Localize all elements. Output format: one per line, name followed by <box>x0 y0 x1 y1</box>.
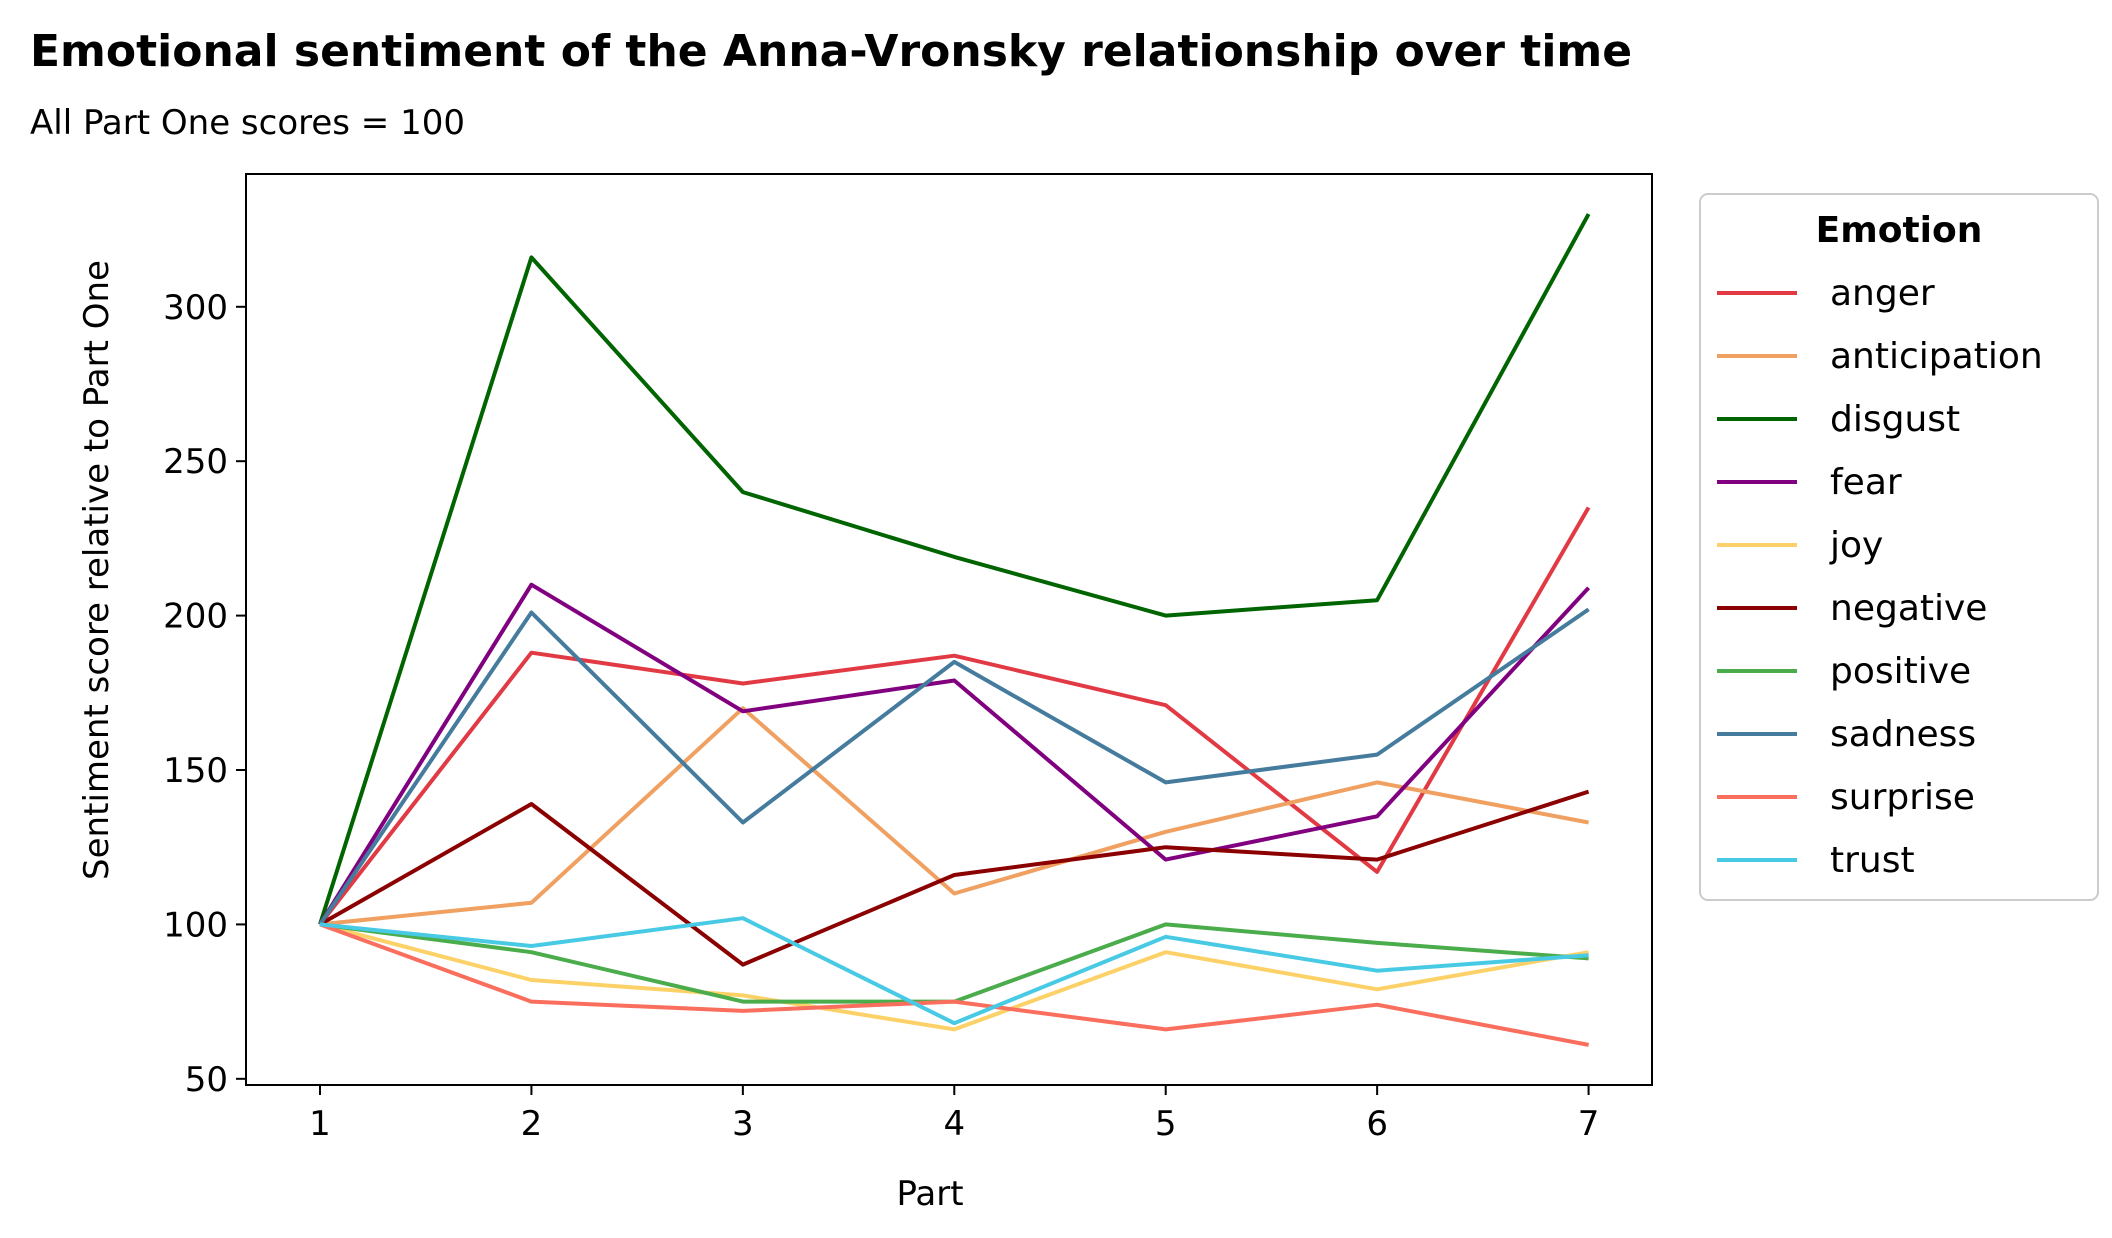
series-line-trust <box>319 916 1589 1026</box>
series-line-disgust <box>318 213 1591 926</box>
y-tick-label: 250 <box>163 442 228 482</box>
legend-label-disgust: disgust <box>1830 399 1960 440</box>
series-line-fear <box>318 582 1591 926</box>
legend-label-negative: negative <box>1830 588 1987 629</box>
legend-items: anger anticipation disgust fear joy negative p… <box>1717 273 2043 881</box>
y-tick-label: 300 <box>163 288 228 328</box>
x-axis-label: Part <box>896 1174 963 1214</box>
series-line-surprise <box>319 922 1589 1047</box>
chart-title: Emotional sentiment of the Anna-Vronsky … <box>30 26 1632 77</box>
legend: Emotion anger anticipation disgust fear joy n… <box>1699 193 2099 901</box>
legend-label-trust: trust <box>1830 840 1915 881</box>
legend-label-surprise: surprise <box>1830 777 1975 818</box>
x-tick-label: 2 <box>521 1104 543 1144</box>
series-line-negative <box>319 789 1590 967</box>
y-tick-label: 100 <box>163 905 228 945</box>
legend-label-joy: joy <box>1829 525 1883 566</box>
x-tick-label: 3 <box>732 1104 754 1144</box>
y-tick-label: 200 <box>163 597 228 637</box>
series-line-joy <box>319 922 1589 1032</box>
legend-label-anger: anger <box>1830 273 1935 314</box>
y-axis: 50 100 150 200 250 300 <box>163 288 246 1100</box>
series-line-sadness <box>318 607 1590 926</box>
legend-title: Emotion <box>1816 210 1983 251</box>
chart-subtitle: All Part One scores = 100 <box>30 103 465 143</box>
legend-frame <box>1699 193 2099 901</box>
x-tick-label: 6 <box>1366 1104 1388 1144</box>
y-axis-label: Sentiment score relative to Part One <box>77 260 117 880</box>
series-layer <box>318 213 1591 1047</box>
series-line-anticipation <box>319 706 1589 927</box>
x-tick-label: 1 <box>309 1104 331 1144</box>
legend-label-positive: positive <box>1830 651 1971 692</box>
series-line-positive <box>319 922 1589 1004</box>
x-tick-label: 7 <box>1578 1104 1600 1144</box>
y-tick-label: 50 <box>185 1060 228 1100</box>
x-tick-label: 4 <box>943 1104 965 1144</box>
x-tick-label: 5 <box>1155 1104 1177 1144</box>
x-axis: 1 2 3 4 5 6 7 <box>309 1085 1599 1144</box>
y-tick-label: 150 <box>163 751 228 791</box>
legend-label-fear: fear <box>1830 462 1902 503</box>
legend-label-sadness: sadness <box>1830 714 1976 755</box>
legend-label-anticipation: anticipation <box>1830 336 2043 377</box>
plot-frame <box>245 173 1653 1086</box>
series-line-anger <box>318 506 1591 926</box>
